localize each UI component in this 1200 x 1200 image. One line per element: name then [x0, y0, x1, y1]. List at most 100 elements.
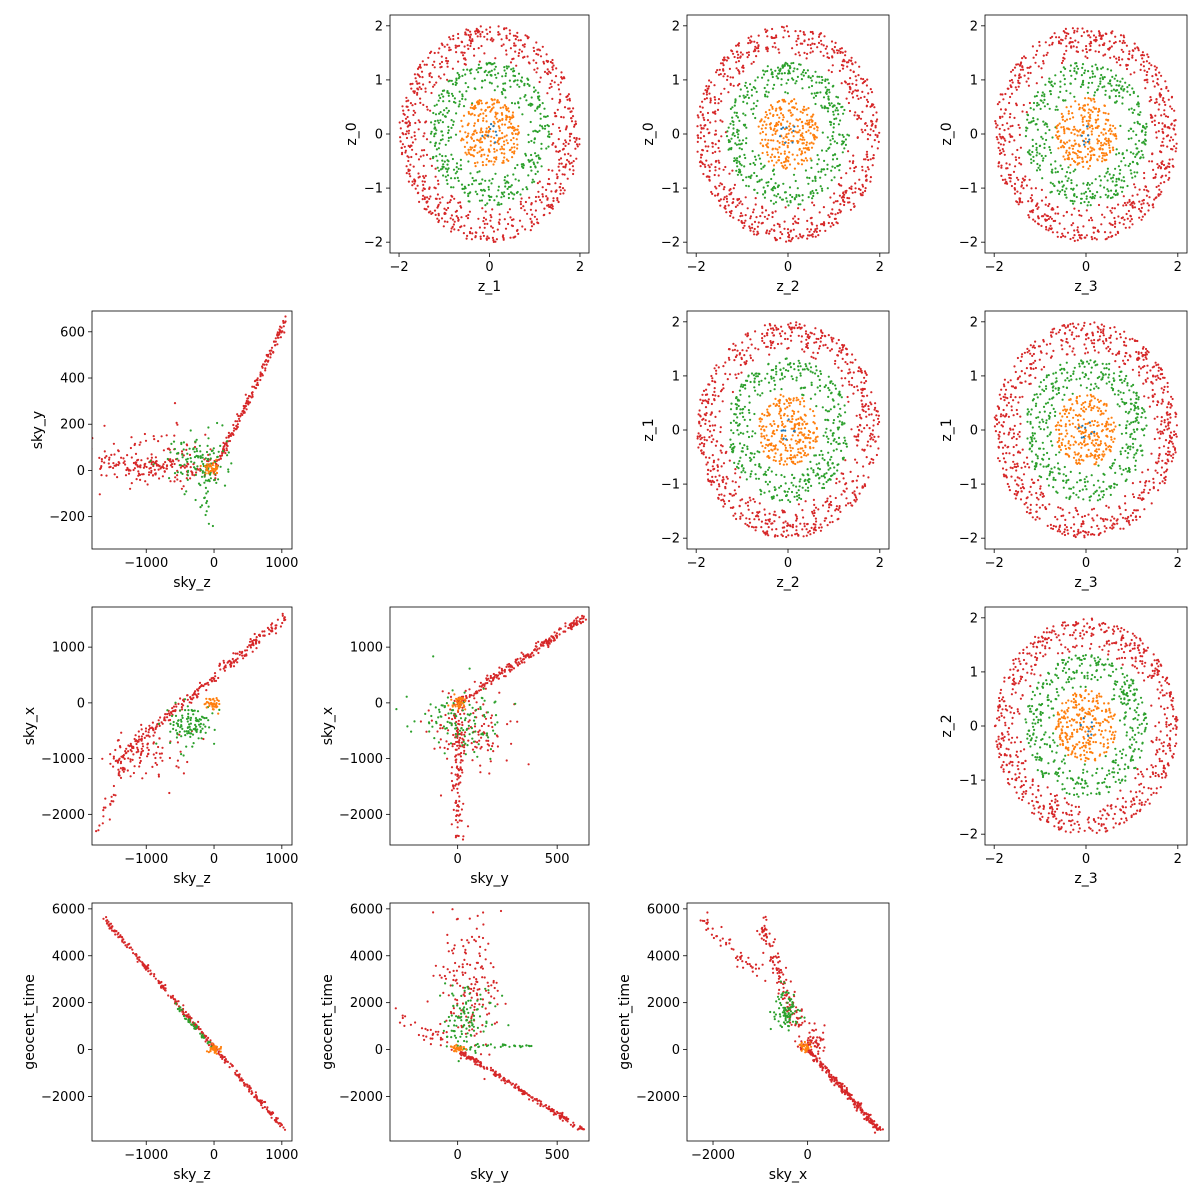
point-outer [766, 334, 769, 337]
point-outer [746, 56, 749, 59]
point-middle [1073, 193, 1076, 196]
point-inner [1065, 149, 1068, 152]
point-middle [532, 130, 535, 133]
point-inner [485, 163, 488, 166]
point-outer [428, 74, 431, 77]
point-middle [508, 79, 511, 82]
point-inner [1088, 119, 1091, 122]
point-outer [437, 214, 440, 217]
point-outer [717, 174, 720, 177]
point-outer [445, 57, 448, 60]
point-middle [1136, 163, 1139, 166]
point-middle [537, 91, 540, 94]
point-outer [804, 330, 808, 333]
point-inner [784, 164, 787, 167]
point-outer [720, 135, 723, 138]
point-middle [471, 176, 474, 180]
point-outer [535, 41, 538, 44]
point-inner [485, 114, 488, 117]
point-outer [569, 110, 572, 113]
point-outer [857, 439, 860, 442]
point-middle [753, 412, 756, 416]
y-tick-label: −1 [661, 182, 680, 197]
point-inner [766, 142, 769, 145]
point-inner [1109, 132, 1112, 135]
point-middle [744, 84, 747, 87]
point-outer [728, 459, 731, 462]
point-inner [462, 138, 465, 141]
point-outer [811, 235, 814, 238]
point-outer [722, 383, 725, 386]
point-outer [1160, 88, 1163, 91]
point-outer [473, 54, 476, 57]
point-outer [1008, 133, 1011, 136]
point-middle [1091, 182, 1094, 185]
point-inner [759, 132, 762, 135]
point-outer [422, 154, 425, 157]
point-outer [468, 210, 471, 213]
point-middle [731, 106, 734, 109]
point-outer [1118, 40, 1121, 43]
point-outer [1002, 136, 1005, 139]
point-inner [510, 139, 513, 142]
point-middle [457, 105, 460, 108]
point-outer [718, 410, 721, 413]
point-outer [865, 415, 868, 418]
point-inner [1112, 148, 1115, 152]
point-middle [461, 93, 464, 96]
point-outer [401, 105, 404, 108]
point-outer [532, 223, 536, 226]
point-middle [484, 179, 487, 182]
point-outer [703, 438, 706, 441]
point-outer [774, 534, 777, 537]
point-middle [460, 183, 464, 186]
point-outer [546, 182, 550, 185]
point-middle [823, 458, 826, 462]
point-outer [785, 240, 788, 243]
point-middle [759, 162, 763, 165]
point-middle [1049, 148, 1052, 151]
point-outer [417, 158, 421, 161]
point-middle [842, 112, 845, 115]
point-outer [774, 210, 777, 213]
point-outer [1123, 41, 1126, 44]
point-outer [486, 32, 489, 36]
point-outer [814, 327, 817, 330]
point-outer [750, 35, 753, 38]
point-middle [481, 178, 484, 181]
point-inner [1115, 137, 1118, 140]
point-outer [717, 483, 721, 486]
point-middle [831, 158, 835, 161]
point-outer [1158, 71, 1161, 74]
point-outer [429, 157, 432, 160]
point-middle [1045, 138, 1048, 142]
point-inner [1096, 138, 1099, 141]
point-middle [535, 155, 538, 158]
point-outer [839, 47, 842, 50]
point-outer [529, 229, 532, 232]
point-inner [1100, 131, 1103, 134]
point-outer [703, 140, 707, 143]
point-outer [1133, 183, 1136, 186]
point-outer [755, 233, 758, 236]
point-middle [1139, 111, 1142, 114]
point-outer [803, 350, 806, 353]
point-inner [471, 112, 474, 115]
point-inner [1097, 125, 1100, 128]
point-middle [1036, 101, 1039, 105]
point-outer [460, 206, 463, 209]
point-inner [1097, 140, 1100, 143]
point-middle [454, 101, 457, 104]
point-outer [414, 102, 417, 106]
point-middle [526, 82, 529, 86]
point-outer [1036, 222, 1040, 225]
point-outer [457, 219, 460, 222]
point-outer [1034, 187, 1037, 190]
point-outer [1008, 101, 1011, 105]
point-outer [800, 340, 803, 343]
point-inner [806, 159, 809, 162]
point-core [782, 126, 785, 129]
point-middle [821, 131, 824, 134]
point-outer [446, 60, 450, 63]
point-outer [856, 389, 860, 392]
